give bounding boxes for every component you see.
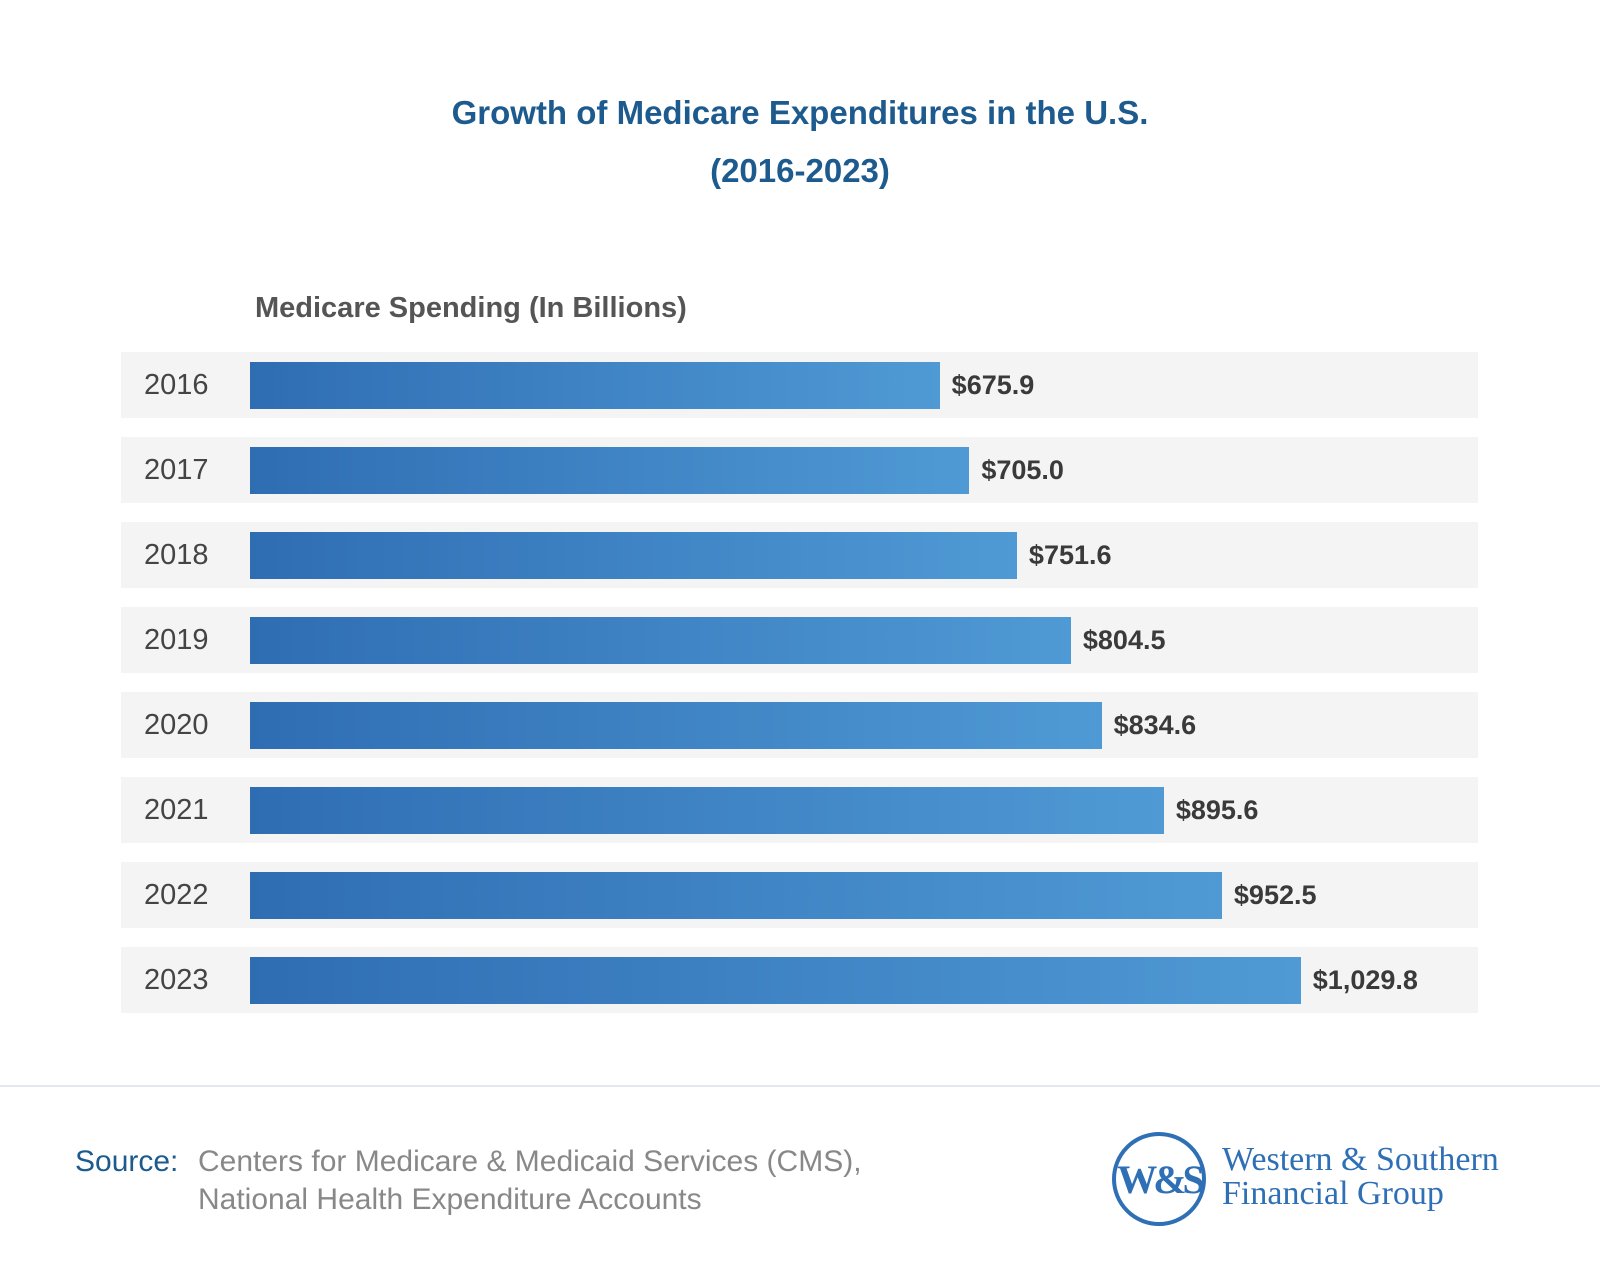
axis-label: Medicare Spending (In Billions) [255, 292, 687, 324]
svg-text:W&S: W&S [1117, 1157, 1203, 1202]
data-label: $1,029.8 [1312, 965, 1418, 995]
bar-2021 [250, 787, 1164, 834]
logo-monogram-icon: W&S [1112, 1132, 1208, 1226]
category-label: 2019 [144, 624, 209, 656]
logo-line-2: Financial Group [1222, 1175, 1444, 1212]
bar-2023 [250, 957, 1301, 1004]
source-line-2: National Health Expenditure Accounts [198, 1183, 702, 1216]
bar-2019 [250, 617, 1071, 664]
category-label: 2017 [144, 454, 209, 486]
source-label: Source: [75, 1145, 179, 1178]
data-label: $751.6 [1028, 540, 1112, 570]
data-label: $834.6 [1113, 710, 1197, 740]
category-label: 2020 [144, 709, 209, 741]
bar-2017 [250, 447, 970, 494]
bar-2020 [250, 702, 1102, 749]
chart-title: Growth of Medicare Expenditures in the U… [451, 94, 1149, 131]
bar-2016 [250, 362, 940, 409]
source-line-1: Centers for Medicare & Medicaid Services… [198, 1145, 862, 1178]
category-label: 2023 [144, 964, 209, 996]
divider [0, 1085, 1600, 1087]
category-label: 2022 [144, 879, 209, 911]
category-label: 2018 [144, 539, 209, 571]
data-label: $895.6 [1175, 795, 1259, 825]
category-label: 2021 [144, 794, 209, 826]
chart-subtitle: (2016-2023) [710, 152, 890, 189]
bar-2018 [250, 532, 1017, 579]
logo: W&S Western & Southern Financial Group [1110, 1130, 1540, 1228]
category-label: 2016 [144, 369, 209, 401]
data-label: $952.5 [1233, 880, 1317, 910]
logo-line-1: Western & Southern [1222, 1141, 1499, 1178]
bar-2022 [250, 872, 1222, 919]
data-label: $804.5 [1082, 625, 1166, 655]
data-label: $675.9 [951, 370, 1035, 400]
data-label: $705.0 [981, 455, 1064, 485]
